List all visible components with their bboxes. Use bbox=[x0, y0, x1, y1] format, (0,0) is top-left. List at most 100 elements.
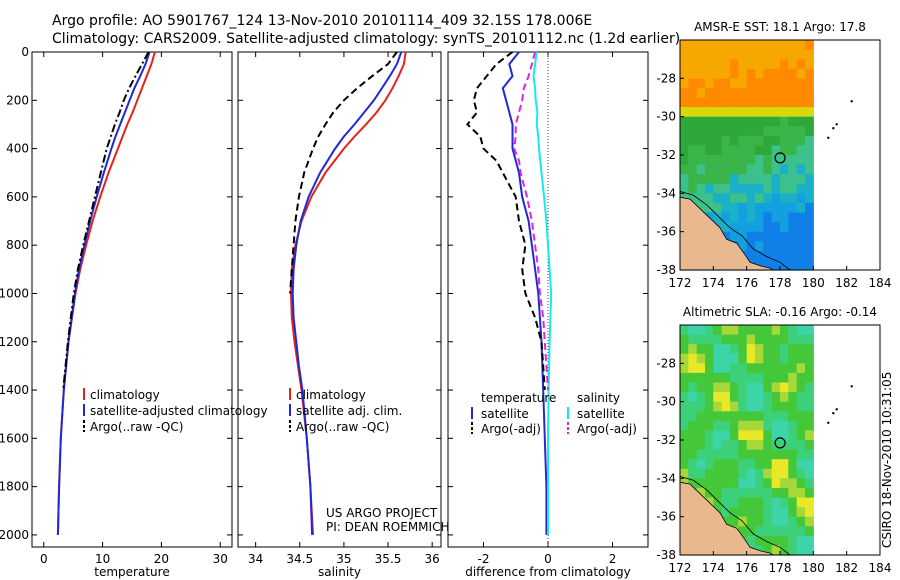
sla_map-ytick-label: -28 bbox=[656, 356, 676, 370]
sla_map-cell bbox=[796, 468, 806, 479]
sla_map-cell bbox=[713, 468, 723, 479]
sla_map-cell bbox=[780, 344, 789, 355]
sst_map-cell bbox=[738, 116, 748, 127]
sla_map-cell bbox=[705, 468, 714, 479]
sst_map-cell bbox=[705, 97, 714, 108]
sla_map-cell bbox=[763, 497, 773, 508]
sla_map-cell bbox=[680, 382, 689, 393]
salinity-xtick-label: 35 bbox=[336, 552, 351, 566]
sla_map-cell bbox=[780, 325, 789, 336]
sla_map-cell bbox=[805, 392, 814, 403]
sst_map-cell bbox=[738, 107, 748, 118]
sla_map-cell bbox=[680, 372, 689, 384]
sst_map-cell bbox=[730, 49, 739, 60]
sst_map-cell bbox=[805, 116, 814, 127]
sla_map-cell bbox=[755, 392, 764, 403]
sla_map-cell bbox=[730, 459, 739, 470]
sla_map-xtick-label: 176 bbox=[735, 561, 758, 575]
sst_map-cell bbox=[763, 126, 773, 137]
sst_map-cell bbox=[738, 193, 748, 204]
sst_map-cell bbox=[771, 97, 781, 108]
sst_map-cell bbox=[705, 193, 714, 204]
sla_map-cell bbox=[805, 487, 814, 499]
sst_map-cell bbox=[738, 87, 748, 99]
sla_map-cell bbox=[746, 430, 756, 441]
sst_map-cell bbox=[688, 78, 698, 89]
project-credit-line-2: PI: DEAN ROEMMICH bbox=[326, 520, 449, 534]
salinity-xtick-label: 34 bbox=[248, 552, 263, 566]
sst_map-cell bbox=[721, 164, 731, 175]
sst_map-cell bbox=[738, 241, 748, 252]
sst_map-cell bbox=[688, 68, 698, 79]
sla_map-cell bbox=[771, 430, 781, 441]
sla_map-cell bbox=[788, 334, 798, 345]
sst_map-cell bbox=[688, 135, 698, 146]
sla_map-cell bbox=[721, 459, 731, 470]
sla_map-cell bbox=[805, 430, 814, 441]
sla_map-cell bbox=[721, 392, 731, 403]
sst_map-xtick-label: 178 bbox=[769, 276, 792, 290]
sla_map-cell bbox=[755, 420, 764, 431]
sla_map-cell bbox=[680, 353, 689, 364]
sla_map-cell bbox=[696, 334, 706, 345]
sst_map-cell bbox=[713, 155, 723, 166]
sla_map-cell bbox=[796, 535, 806, 546]
sst_map-cell bbox=[696, 107, 706, 118]
sst_map-cell bbox=[746, 193, 756, 204]
sst_map-cell bbox=[730, 145, 739, 156]
sla_map-cell bbox=[696, 420, 706, 431]
sla_map-cell bbox=[721, 344, 731, 355]
sla_map-cell bbox=[755, 497, 764, 508]
sla_map-cell bbox=[705, 363, 714, 374]
sla_map-depth-contour bbox=[679, 476, 791, 556]
sla_map-cell bbox=[788, 392, 798, 403]
sla_map-cell bbox=[780, 449, 789, 460]
sla_map-cell bbox=[796, 363, 806, 374]
sst_map-cell bbox=[763, 68, 773, 79]
sla_map-cell bbox=[763, 468, 773, 479]
sst_map-cell bbox=[738, 40, 748, 51]
sst_map-cell bbox=[705, 68, 714, 79]
sst_map-cell bbox=[788, 174, 798, 185]
sst_map-cell bbox=[788, 49, 798, 60]
sst_map-cell bbox=[771, 202, 781, 214]
sst_map-cell bbox=[780, 135, 789, 146]
sla_map-cell bbox=[730, 516, 739, 527]
sla_map-cell bbox=[721, 507, 731, 518]
sst_map-cell bbox=[705, 135, 714, 146]
sla_map-cell bbox=[788, 430, 798, 441]
sla_map-title: Altimetric SLA: -0.16 Argo: -0.14 bbox=[683, 305, 877, 319]
sst_map-cell bbox=[705, 126, 714, 137]
sst_map-cell bbox=[771, 126, 781, 137]
sst_map-cell bbox=[721, 231, 731, 242]
sla_map-cell bbox=[696, 449, 706, 460]
sst_map-cell bbox=[721, 116, 731, 127]
sst_map-xtick-label: 182 bbox=[835, 276, 858, 290]
sla_map-cell bbox=[696, 430, 706, 441]
sst_map-cell bbox=[680, 87, 689, 99]
sla_map-cell bbox=[680, 392, 689, 403]
sst_map-cell bbox=[755, 241, 764, 252]
sla_map-cell bbox=[746, 497, 756, 508]
temperature-axes-frame bbox=[31, 51, 233, 548]
sla_map-cell bbox=[763, 334, 773, 345]
sla_map-cell bbox=[705, 449, 714, 460]
temperature-ytick-label: 200 bbox=[6, 93, 29, 107]
sst_map-cell bbox=[805, 202, 814, 214]
sla_map-cell bbox=[805, 325, 814, 336]
sla_map-cell bbox=[796, 526, 806, 537]
sst_map-cell bbox=[788, 164, 798, 175]
sla_map-cell bbox=[746, 507, 756, 518]
sst_map-cell bbox=[796, 135, 806, 146]
sst_map-cell bbox=[805, 231, 814, 242]
sla_map-cell bbox=[788, 487, 798, 499]
sst_map-cell bbox=[788, 212, 798, 223]
sla_map-cell bbox=[780, 459, 789, 470]
sst_map-island bbox=[835, 123, 838, 126]
sla_map-cell bbox=[755, 440, 764, 451]
sst_map-cell bbox=[771, 164, 781, 175]
sla_map-cell bbox=[696, 459, 706, 470]
difference-series-temperature-argo-adj- bbox=[466, 51, 546, 391]
sst_map-cell bbox=[780, 183, 789, 194]
